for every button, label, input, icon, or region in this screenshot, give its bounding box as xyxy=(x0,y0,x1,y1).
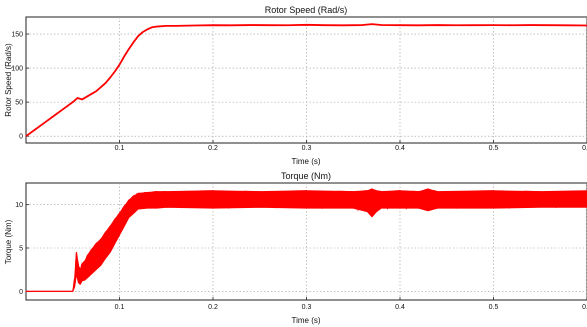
rotor-speed-xtick-label: 0.6 xyxy=(582,145,587,152)
torque-xtick-label: 0.3 xyxy=(302,304,312,311)
torque-xtick-label: 0.1 xyxy=(115,304,125,311)
rotor-speed-series-line xyxy=(25,23,587,137)
rotor-speed-plot: Rotor Speed (Rad/s) 0.1 0.2 0.3 0.4 0.5 0.6 0 5… xyxy=(4,5,587,166)
rotor-speed-xlabel: Time (s) xyxy=(291,157,320,166)
torque-xlabel: Time (s) xyxy=(291,316,320,325)
torque-xtick-label: 0.4 xyxy=(395,304,405,311)
torque-title: Torque (Nm) xyxy=(281,171,331,181)
torque-plot: Torque (Nm) 0.1 0.2 0.3 0.4 0.5 0.6 0 5 10 Time … xyxy=(4,171,587,325)
torque-ytick-label: 0 xyxy=(19,289,23,296)
torque-ytick-label: 5 xyxy=(19,246,23,253)
torque-ticks: 0.1 0.2 0.3 0.4 0.5 0.6 0 5 10 xyxy=(15,202,587,311)
rotor-speed-xtick-label: 0.5 xyxy=(489,145,499,152)
rotor-speed-ticks: 0.1 0.2 0.3 0.4 0.5 0.6 0 50 100 150 xyxy=(11,32,587,152)
rotor-speed-title: Rotor Speed (Rad/s) xyxy=(265,5,348,15)
rotor-speed-ylabel: Rotor Speed (Rad/s) xyxy=(4,43,13,117)
torque-xtick-label: 0.5 xyxy=(489,304,499,311)
torque-ytick-label: 10 xyxy=(15,202,23,209)
torque-ylabel: Torque (Nm) xyxy=(4,219,13,264)
rotor-speed-grid xyxy=(26,17,587,143)
torque-xtick-label: 0.6 xyxy=(582,304,587,311)
rotor-speed-xtick-label: 0.1 xyxy=(115,145,125,152)
torque-series-band xyxy=(25,188,587,292)
torque-series xyxy=(25,188,587,292)
rotor-speed-ytick-label: 100 xyxy=(11,66,23,73)
torque-xtick-label: 0.2 xyxy=(208,304,218,311)
rotor-speed-ytick-label: 150 xyxy=(11,32,23,39)
rotor-speed-ytick-label: 50 xyxy=(15,100,23,107)
rotor-speed-xtick-label: 0.4 xyxy=(395,145,405,152)
rotor-speed-series xyxy=(25,23,587,137)
rotor-speed-xtick-label: 0.3 xyxy=(302,145,312,152)
rotor-speed-xtick-label: 0.2 xyxy=(208,145,218,152)
rotor-speed-ytick-label: 0 xyxy=(19,134,23,141)
torque-series-oscillation xyxy=(26,188,572,292)
